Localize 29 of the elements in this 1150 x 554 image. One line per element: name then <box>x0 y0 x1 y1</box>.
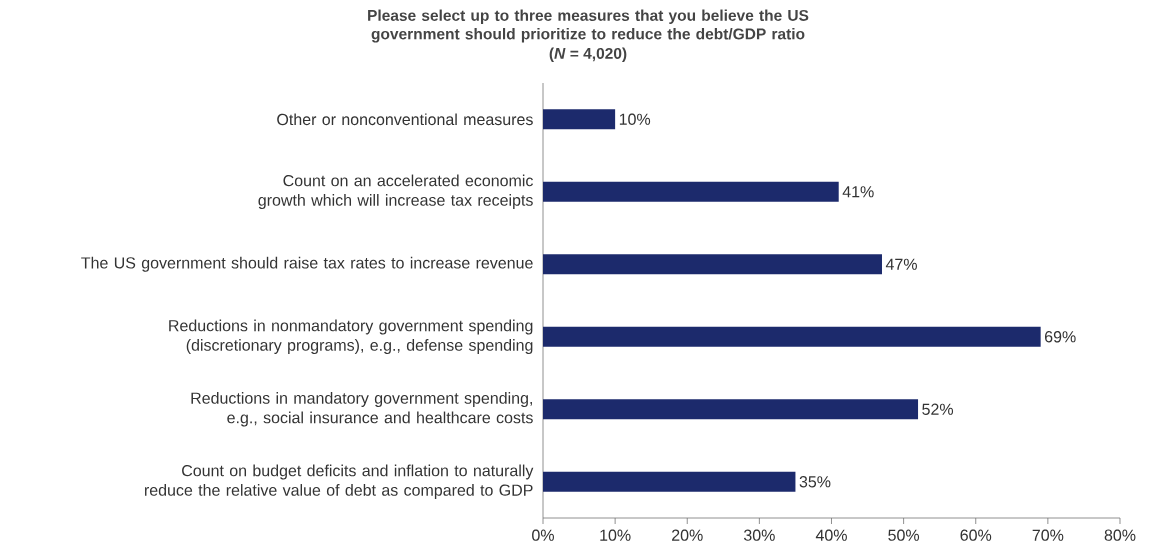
x-tick-label: 10% <box>600 529 631 541</box>
chart-subtitle: (N = 4,020) <box>549 47 627 62</box>
bar <box>543 181 839 202</box>
y-tick-label: Other or nonconventional measures <box>277 113 533 126</box>
bar <box>543 254 882 275</box>
x-tick-label: 50% <box>888 529 920 541</box>
y-tick-label: Reductions in mandatory government spending, e.g., social insurance and healthcare costs <box>191 392 533 427</box>
x-tick-label: 30% <box>743 529 775 541</box>
x-tick-label: 70% <box>1032 529 1064 541</box>
data-label: 35% <box>799 476 831 488</box>
data-label: 47% <box>885 258 917 270</box>
y-tick-label: Count on budget deficits and inflation to naturally reduce the relative value of debt as compared to GDP <box>144 464 534 499</box>
bar <box>543 399 919 420</box>
data-label: 69% <box>1045 331 1076 343</box>
bar <box>543 471 796 492</box>
y-tick-label: Reductions in nonmandatory government spending (discretionary programs), e.g., defense spending <box>169 319 533 354</box>
x-tick-label: 20% <box>672 529 703 541</box>
data-label: 41% <box>842 186 874 198</box>
x-tick-label: 60% <box>960 529 992 541</box>
y-tick-label: Count on an accelerated economic growth which will increase tax receipts <box>258 174 533 209</box>
x-tick-label: 40% <box>815 529 847 541</box>
y-tick-label: The US government should raise tax rates to increase revenue <box>81 256 533 272</box>
data-label: 52% <box>922 403 954 415</box>
x-tick-label: 80% <box>1104 529 1136 541</box>
x-tick-label: 0% <box>532 529 554 541</box>
data-label: 10% <box>619 113 651 125</box>
chart-title: Please select up to three measures that you believe the US government should prioritize to reduce the debt/GDP ratio <box>368 9 809 43</box>
bar <box>543 109 616 130</box>
bar <box>543 326 1041 347</box>
